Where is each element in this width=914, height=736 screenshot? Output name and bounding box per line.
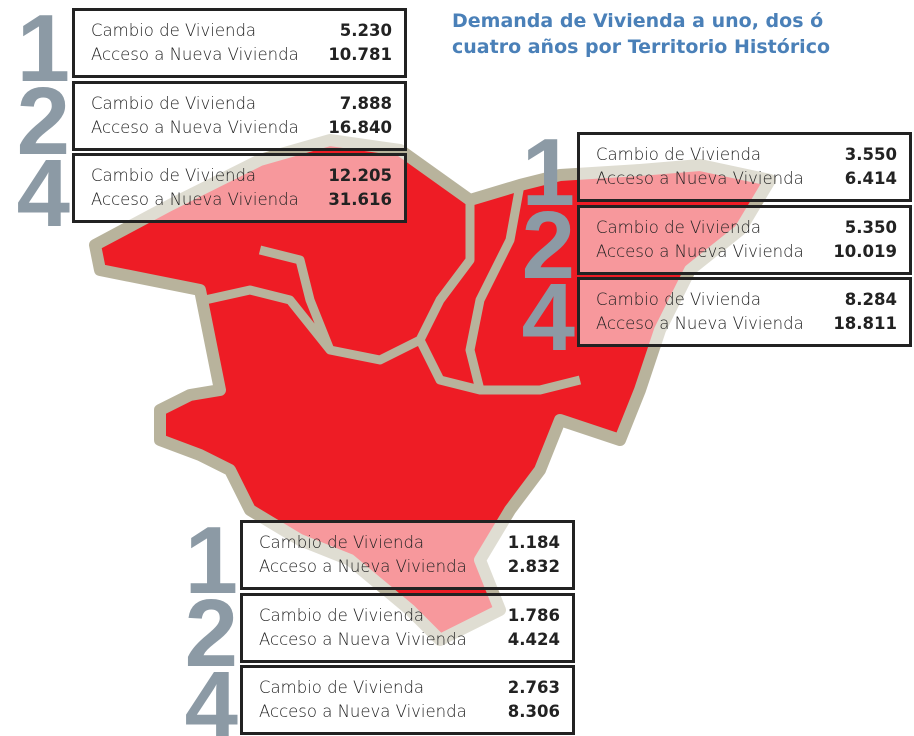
data-row: Acceso a Nueva Vivienda 16.840 (91, 116, 392, 140)
row-value: 5.230 (339, 21, 392, 40)
row-label: Acceso a Nueva Vivienda (91, 190, 299, 209)
data-box: Cambio de Vivienda 5.230 Acceso a Nueva Vi… (72, 8, 407, 78)
row-value: 5.350 (844, 217, 897, 237)
row-label: Acceso a Nueva Vivienda (91, 117, 299, 137)
data-row: Acceso a Nueva Vivienda 8.306 (259, 700, 560, 724)
row-label: Cambio de Vivienda (596, 290, 762, 309)
data-box: Cambio de Vivienda 1.184 Acceso a Nueva Vi… (240, 520, 575, 590)
row-label: Cambio de Vivienda (259, 678, 425, 697)
period-number: 2 (521, 191, 575, 299)
data-row: Cambio de Vivienda 12.205 (91, 164, 392, 188)
row-value: 2.763 (507, 678, 560, 697)
data-row: Acceso a Nueva Vivienda 10.019 (596, 240, 897, 264)
title-line: cuatro años por Territorio Histórico (452, 36, 831, 58)
row-label: Acceso a Nueva Vivienda (596, 169, 804, 188)
row-value: 4.424 (507, 629, 560, 649)
row-value: 3.550 (844, 145, 897, 164)
row-label: Cambio de Vivienda (259, 605, 425, 625)
region-border (204, 184, 582, 395)
data-row: Cambio de Vivienda 5.230 (91, 19, 392, 43)
row-value: 7.888 (339, 93, 392, 113)
row-value: 16.840 (328, 117, 392, 137)
row-value: 1.184 (507, 533, 560, 552)
data-row: Acceso a Nueva Vivienda 2.832 (259, 555, 560, 579)
data-box: Cambio de Vivienda 5.350 Acceso a Nueva Vi… (577, 204, 912, 275)
period-number: 1 (16, 0, 70, 102)
data-box: Cambio de Vivienda 7.888 Acceso a Nueva Vi… (72, 80, 407, 151)
period-number: 2 (16, 67, 70, 175)
data-row: Cambio de Vivienda 1.184 (259, 531, 560, 555)
data-box: Cambio de Vivienda 8.284 Acceso a Nueva Vi… (577, 277, 912, 347)
period-number: 2 (184, 579, 238, 687)
data-box: Cambio de Vivienda 1.786 Acceso a Nueva Vi… (240, 592, 575, 663)
period-number: 4 (184, 652, 238, 736)
data-row: Cambio de Vivienda 8.284 (596, 288, 897, 312)
period-number: 1 (521, 119, 575, 226)
row-label: Acceso a Nueva Vivienda (596, 241, 804, 261)
row-label: Cambio de Vivienda (91, 93, 257, 113)
period-number: 1 (184, 507, 238, 614)
row-value: 6.414 (844, 169, 897, 188)
data-box: Cambio de Vivienda 2.763 Acceso a Nueva Vi… (240, 665, 575, 735)
row-value: 8.306 (507, 702, 560, 721)
data-row: Cambio de Vivienda 5.350 (596, 216, 897, 240)
data-row: Acceso a Nueva Vivienda 31.616 (91, 188, 392, 212)
period-number: 4 (521, 264, 575, 371)
row-value: 12.205 (328, 166, 392, 185)
data-box: Cambio de Vivienda 12.205 Acceso a Nueva V… (72, 153, 407, 223)
row-value: 10.019 (833, 241, 897, 261)
row-label: Acceso a Nueva Vivienda (91, 45, 299, 64)
row-value: 10.781 (328, 45, 392, 64)
data-row: Acceso a Nueva Vivienda 10.781 (91, 43, 392, 67)
row-label: Cambio de Vivienda (596, 145, 762, 164)
data-row: Cambio de Vivienda 7.888 (91, 92, 392, 116)
row-label: Cambio de Vivienda (259, 533, 425, 552)
row-label: Acceso a Nueva Vivienda (259, 702, 467, 721)
row-label: Cambio de Vivienda (91, 21, 257, 40)
data-row: Cambio de Vivienda 2.763 (259, 676, 560, 700)
title-line: Demanda de Vivienda a uno, dos ó (452, 10, 824, 32)
row-value: 8.284 (844, 290, 897, 309)
row-label: Cambio de Vivienda (91, 166, 257, 185)
row-value: 2.832 (507, 557, 560, 576)
data-row: Acceso a Nueva Vivienda 6.414 (596, 167, 897, 191)
title: Demanda de Vivienda a uno, dos ó cuatro … (452, 8, 830, 60)
row-label: Acceso a Nueva Vivienda (259, 629, 467, 649)
row-value: 18.811 (833, 314, 897, 333)
data-box: Cambio de Vivienda 3.550 Acceso a Nueva Vi… (577, 132, 912, 202)
row-value: 31.616 (328, 190, 392, 209)
row-value: 1.786 (507, 605, 560, 625)
period-number: 4 (16, 140, 70, 247)
row-label: Acceso a Nueva Vivienda (259, 557, 467, 576)
data-row: Cambio de Vivienda 1.786 (259, 604, 560, 628)
row-label: Cambio de Vivienda (596, 217, 762, 237)
row-label: Acceso a Nueva Vivienda (596, 314, 804, 333)
data-row: Cambio de Vivienda 3.550 (596, 143, 897, 167)
data-row: Acceso a Nueva Vivienda 18.811 (596, 312, 897, 336)
data-row: Acceso a Nueva Vivienda 4.424 (259, 628, 560, 652)
